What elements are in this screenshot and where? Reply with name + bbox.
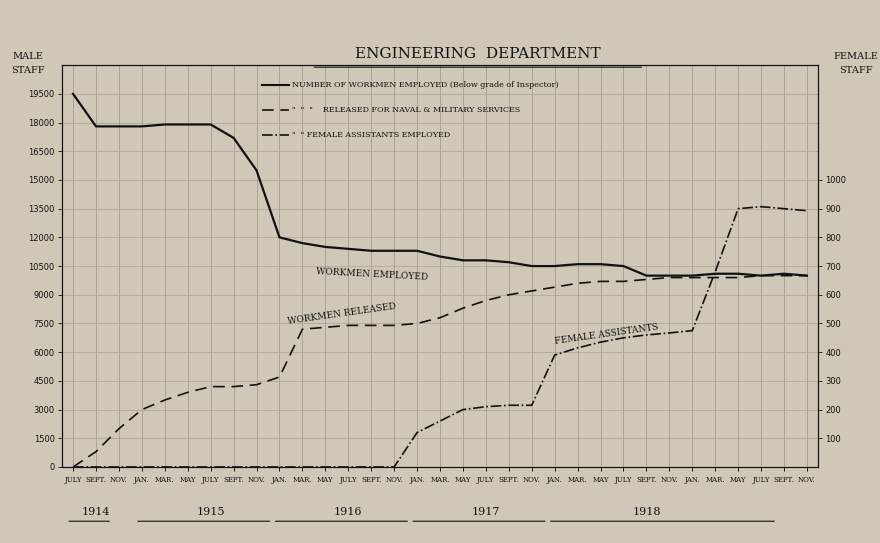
Text: "  " FEMALE ASSISTANTS EMPLOYED: " " FEMALE ASSISTANTS EMPLOYED	[292, 131, 451, 139]
Text: 1918: 1918	[632, 507, 661, 517]
Text: FEMALE: FEMALE	[834, 52, 878, 61]
Text: "  "  "    RELEASED FOR NAVAL & MILITARY SERVICES: " " " RELEASED FOR NAVAL & MILITARY SERV…	[292, 106, 521, 114]
Text: STAFF: STAFF	[11, 66, 44, 75]
Text: MALE: MALE	[12, 52, 43, 61]
Text: ENGINEERING  DEPARTMENT: ENGINEERING DEPARTMENT	[355, 47, 601, 61]
Text: 1916: 1916	[334, 507, 363, 517]
Text: WORKMEN RELEASED: WORKMEN RELEASED	[287, 302, 396, 326]
Text: STAFF: STAFF	[840, 66, 873, 75]
Text: NUMBER OF WORKMEN EMPLOYED (Below grade of Inspector): NUMBER OF WORKMEN EMPLOYED (Below grade …	[292, 81, 559, 89]
Text: FEMALE ASSISTANTS: FEMALE ASSISTANTS	[554, 323, 659, 346]
Text: 1915: 1915	[196, 507, 225, 517]
Text: 1917: 1917	[472, 507, 500, 517]
Text: WORKMEN EMPLOYED: WORKMEN EMPLOYED	[316, 267, 428, 282]
Text: 1914: 1914	[82, 507, 110, 517]
